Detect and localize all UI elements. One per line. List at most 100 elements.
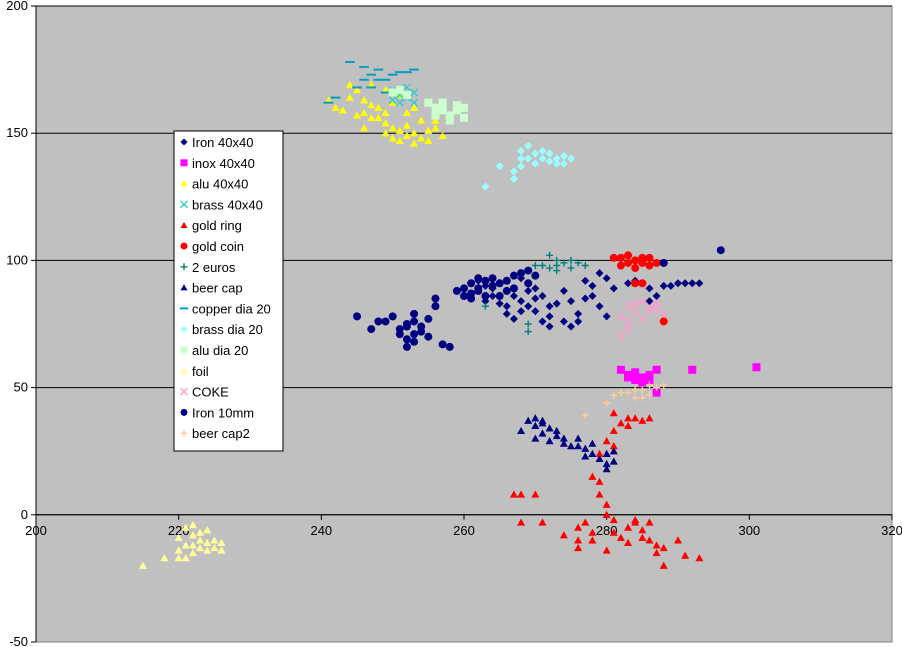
data-point: [652, 541, 661, 549]
data-point: [181, 523, 190, 531]
series-7: [517, 414, 618, 473]
data-point: [624, 538, 633, 546]
data-point: [502, 286, 511, 295]
data-point: [395, 136, 404, 145]
legend-marker: [180, 242, 188, 250]
series-9: [481, 141, 575, 191]
data-point: [553, 267, 561, 275]
legend-marker: [180, 284, 188, 291]
data-point: [424, 314, 433, 323]
data-point: [502, 276, 511, 285]
data-point: [581, 444, 590, 452]
data-point: [210, 536, 219, 544]
data-point: [624, 523, 633, 531]
data-point: [381, 317, 390, 326]
data-point: [488, 281, 497, 290]
data-point: [638, 314, 647, 323]
data-point: [538, 416, 547, 424]
x-tick-label: 320: [881, 523, 902, 538]
legend-marker: [180, 180, 188, 187]
data-point: [645, 518, 654, 526]
data-point: [417, 322, 426, 331]
legend-label: 2 euros: [192, 260, 236, 275]
data-point: [624, 302, 633, 311]
data-point: [546, 251, 554, 259]
data-point: [538, 429, 547, 437]
data-point: [595, 454, 604, 463]
legend-marker: [180, 408, 188, 416]
data-point: [531, 261, 539, 269]
data-point: [624, 389, 632, 397]
data-point: [645, 375, 654, 384]
data-point: [460, 103, 468, 112]
data-point: [609, 253, 618, 262]
data-point: [509, 314, 518, 323]
data-point: [624, 373, 633, 382]
data-point: [188, 531, 197, 539]
data-point: [545, 437, 554, 445]
data-point: [602, 510, 611, 518]
data-point: [595, 449, 604, 457]
series-4: [509, 409, 704, 569]
data-point: [445, 116, 454, 125]
data-point: [174, 546, 183, 554]
data-point: [395, 85, 404, 94]
data-point: [574, 536, 583, 544]
data-point: [438, 340, 447, 349]
data-point: [645, 297, 654, 306]
data-point: [574, 434, 583, 442]
data-point: [509, 292, 518, 301]
data-point: [531, 434, 540, 442]
legend-box: [173, 130, 284, 452]
legend-label: COKE: [192, 385, 229, 400]
data-point: [467, 279, 476, 288]
data-point: [467, 294, 476, 303]
data-point: [452, 286, 461, 295]
data-point: [616, 253, 625, 262]
legend-marker: [180, 159, 188, 167]
data-point: [452, 106, 461, 115]
data-point: [474, 274, 483, 283]
data-point: [488, 292, 497, 301]
series-1: [616, 363, 761, 397]
data-point: [395, 330, 404, 339]
data-point: [545, 302, 554, 311]
data-point: [474, 286, 483, 295]
data-point: [517, 297, 526, 306]
data-point: [353, 85, 361, 94]
data-point: [431, 111, 440, 120]
data-point: [160, 554, 169, 562]
data-point: [531, 490, 540, 498]
data-point: [645, 414, 654, 422]
data-point: [652, 258, 661, 267]
data-point: [524, 279, 533, 288]
data-point: [410, 129, 419, 137]
legend: Iron 40x40 inox 40x40 alu 40x40 brass 40x40…: [173, 130, 284, 452]
x-tick-label: 200: [25, 523, 47, 538]
data-point: [324, 96, 333, 104]
legend-label: gold coin: [192, 239, 244, 254]
data-point: [360, 124, 369, 132]
data-point: [545, 424, 554, 432]
data-point: [495, 299, 504, 308]
data-point: [524, 154, 533, 163]
data-point: [402, 91, 411, 100]
data-point: [595, 302, 604, 311]
data-point: [652, 388, 661, 397]
data-point: [424, 332, 433, 341]
data-point: [602, 274, 611, 283]
data-point: [588, 528, 597, 536]
data-point: [509, 271, 518, 280]
data-point: [638, 297, 647, 306]
data-point: [531, 307, 540, 316]
data-point: [517, 518, 526, 526]
legend-label: beer cap: [192, 281, 243, 296]
data-point: [388, 124, 397, 132]
data-point: [410, 103, 419, 111]
data-point: [438, 98, 447, 107]
data-point: [631, 394, 639, 402]
data-point: [353, 111, 361, 119]
data-point: [217, 546, 226, 554]
data-point: [538, 317, 547, 326]
